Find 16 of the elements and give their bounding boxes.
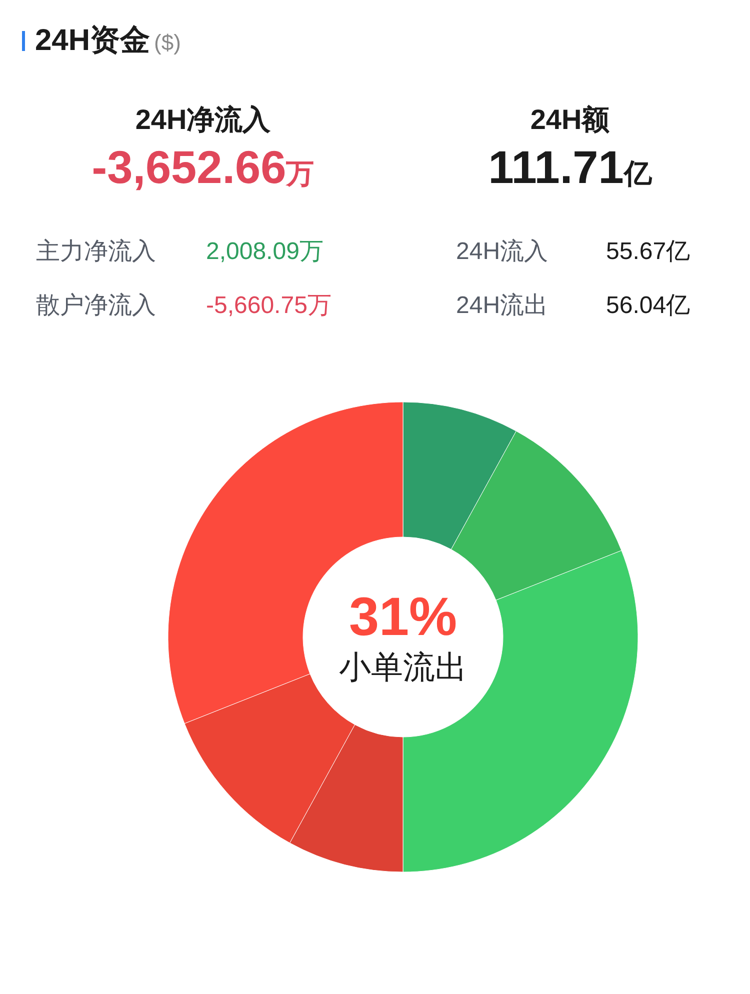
text: 111.71亿: [487, 140, 653, 195]
text: 24H流出: [456, 291, 550, 321]
slice-label: 小单流出: [339, 649, 467, 685]
text: 24H资金: [35, 23, 150, 59]
text: -5,660.75万: [206, 291, 332, 321]
text: -3,652.66万: [90, 140, 316, 195]
text: 24H流入: [456, 237, 550, 267]
text: 24H净流入: [134, 103, 272, 137]
text: 2,008.09万: [206, 237, 324, 267]
text: 散户净流入: [36, 291, 157, 321]
text: ($): [154, 30, 181, 56]
text: 主力净流入: [36, 237, 157, 267]
text: 56.04亿: [606, 291, 690, 321]
data-label: 31%: [348, 587, 458, 647]
text: 55.67亿: [606, 237, 690, 267]
text: 24H额: [529, 103, 611, 137]
